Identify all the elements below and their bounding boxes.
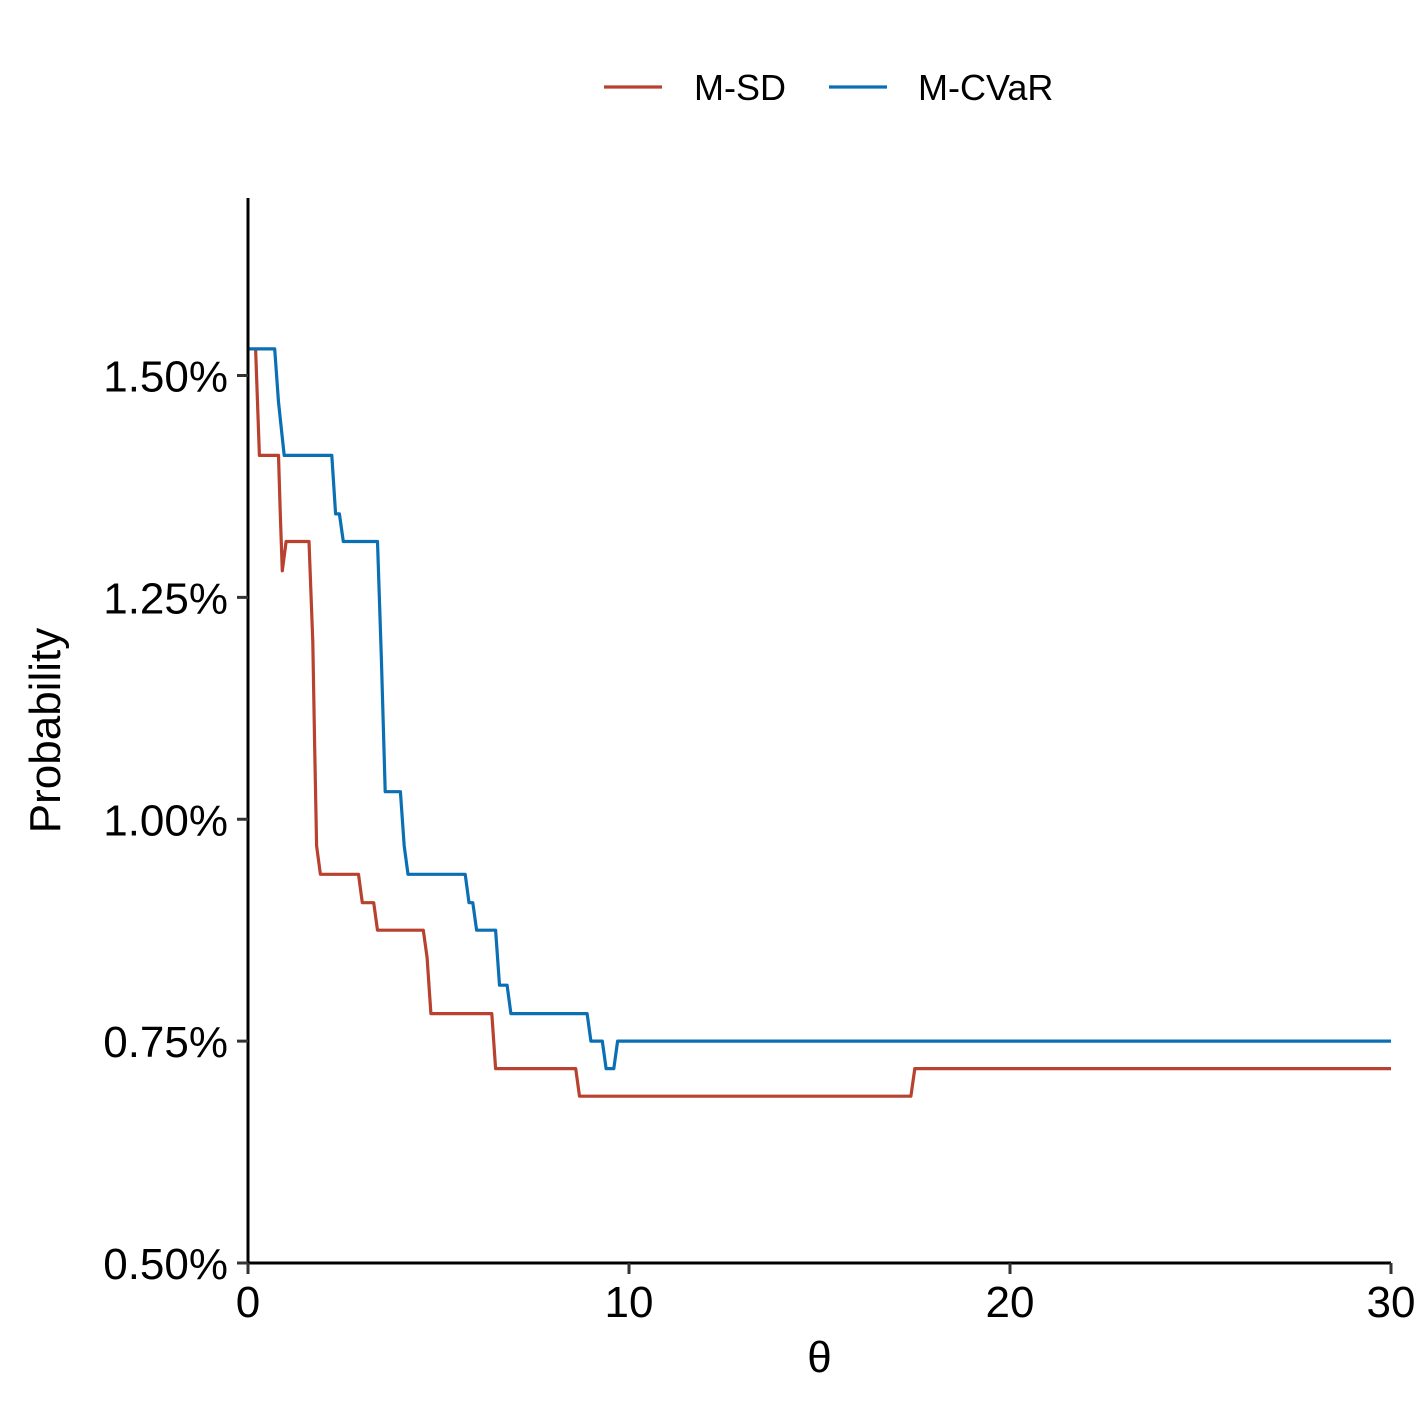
series-line-m-sd bbox=[254, 348, 1391, 1098]
y-tick-label: 0.75% bbox=[103, 1018, 228, 1067]
y-ticks: 0.50% 0.75% 1.00% 1.25% 1.50% bbox=[103, 353, 248, 1289]
series-layer bbox=[248, 347, 1391, 1098]
axes: 0.50% 0.75% 1.00% 1.25% 1.50% 0 10 20 30 bbox=[103, 198, 1415, 1327]
y-tick-label: 1.25% bbox=[103, 574, 228, 623]
series-line-m-cvar bbox=[248, 347, 1391, 1071]
legend: M-SD M-CVaR bbox=[604, 67, 1053, 108]
legend-label-m-cvar: M-CVaR bbox=[918, 67, 1053, 108]
x-tick-label: 30 bbox=[1367, 1278, 1416, 1327]
x-ticks: 0 10 20 30 bbox=[236, 1263, 1416, 1327]
legend-label-m-sd: M-SD bbox=[694, 67, 786, 108]
x-tick-label: 20 bbox=[986, 1278, 1035, 1327]
y-tick-label: 1.50% bbox=[103, 353, 228, 402]
y-tick-label: 1.00% bbox=[103, 796, 228, 845]
x-tick-label: 0 bbox=[236, 1278, 260, 1327]
y-axis-title: Probability bbox=[21, 628, 70, 833]
y-tick-label: 0.50% bbox=[103, 1240, 228, 1289]
x-axis-title: θ bbox=[807, 1333, 831, 1382]
x-tick-label: 10 bbox=[605, 1278, 654, 1327]
